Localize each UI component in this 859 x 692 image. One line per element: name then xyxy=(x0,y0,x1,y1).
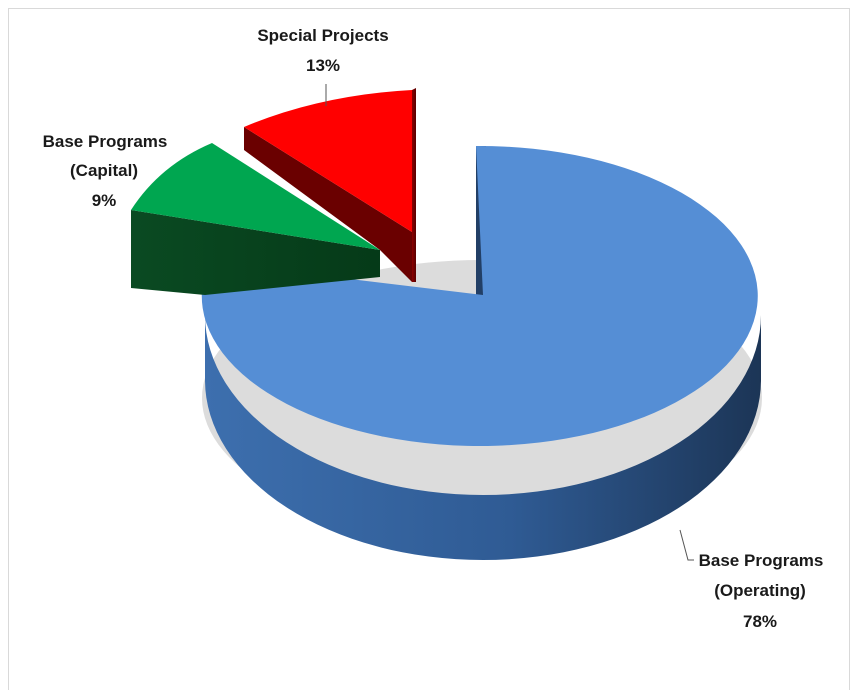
label-base-programs-capital-percent: 9% xyxy=(92,191,117,210)
label-base-programs-operating-line2: (Operating) xyxy=(714,581,806,600)
chart-border xyxy=(8,8,850,690)
label-special-projects-percent: 13% xyxy=(306,56,340,75)
label-base-programs-operating-line1: Base Programs xyxy=(699,551,824,570)
pie-slice-base-programs-capital xyxy=(131,143,380,295)
label-base-programs-capital-line1: Base Programs xyxy=(43,132,168,151)
pie-slice-special-projects xyxy=(244,88,416,282)
label-base-programs-capital-line2: (Capital) xyxy=(70,161,138,180)
label-special-projects: Special Projects xyxy=(257,26,388,45)
label-base-programs-operating-percent: 78% xyxy=(743,612,777,631)
pie-slice-base-programs-operating xyxy=(201,145,762,560)
leader-line-base-programs-operating xyxy=(679,529,694,561)
